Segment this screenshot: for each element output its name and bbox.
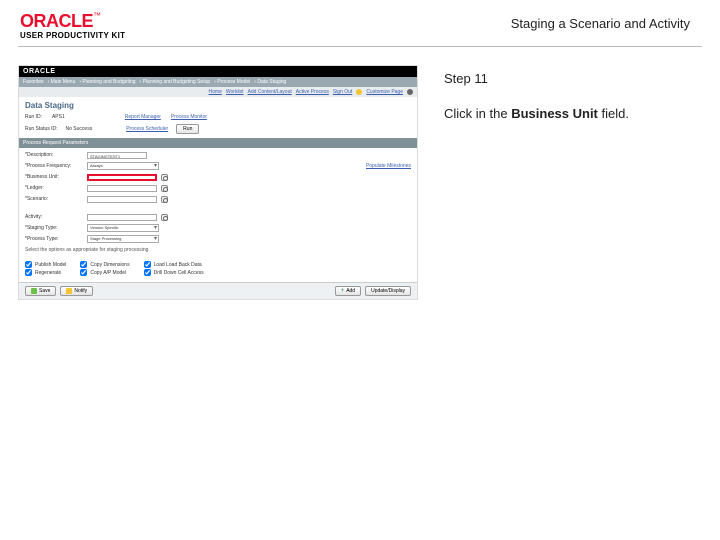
lookup-icon[interactable]	[161, 174, 168, 181]
save-button[interactable]: Save	[25, 286, 56, 296]
process-freq-label: *Process Frequency:	[25, 163, 83, 169]
run-row-2: Run Status ID: No Success Process Schedu…	[19, 122, 417, 138]
util-link[interactable]: Sign Out	[333, 89, 352, 95]
notify-button[interactable]: Notify	[60, 286, 93, 296]
copy-ap-model-checkbox[interactable]	[80, 269, 87, 276]
staging-type-select[interactable]: Version Specific	[87, 224, 159, 232]
menu-item[interactable]: Main Menu	[51, 79, 76, 85]
cb-label: Drill Down Cell Access	[154, 270, 204, 276]
menu-item[interactable]: Favorites	[23, 79, 44, 85]
notify-icon	[66, 288, 72, 294]
process-monitor-link[interactable]: Process Monitor	[171, 114, 207, 120]
add-button[interactable]: +Add	[335, 286, 361, 296]
page-title: Staging a Scenario and Activity	[511, 12, 700, 31]
save-icon	[31, 288, 37, 294]
instruction-panel: Step 11 Click in the Business Unit field…	[436, 65, 702, 127]
lookup-icon[interactable]	[161, 185, 168, 192]
runid-label: Run ID:	[25, 114, 42, 120]
run-row: Run ID: APS1 Report Manager Process Moni…	[19, 112, 417, 122]
runid-value: APS1	[52, 114, 65, 120]
runstatus-value: No Success	[66, 126, 93, 132]
regenerate-checkbox[interactable]	[25, 269, 32, 276]
report-manager-link[interactable]: Report Manager	[125, 114, 161, 120]
form-note: Select the options as appropriate for st…	[25, 247, 148, 253]
process-freq-select[interactable]: Always	[87, 162, 159, 170]
lookup-icon[interactable]	[161, 214, 168, 221]
plus-icon: +	[341, 288, 345, 294]
business-unit-field[interactable]	[87, 174, 157, 181]
menu-item[interactable]: Data Staging	[257, 79, 286, 85]
description-field[interactable]: STAGINGTEST1	[87, 152, 147, 159]
form-area: *Description: STAGINGTEST1 *Process Freq…	[19, 148, 417, 258]
logo-subtitle: USER PRODUCTIVITY KIT	[20, 32, 125, 40]
menu-item[interactable]: Planning and Budgeting Setup	[143, 79, 211, 85]
staging-type-label: *Staging Type:	[25, 225, 83, 231]
logo-text: ORACLE	[20, 11, 93, 31]
instruction-text: Click in the Business Unit field.	[444, 106, 694, 121]
cb-label: Load Load Back Data	[154, 262, 202, 268]
footer-bar: Save Notify +Add Update/Display	[19, 282, 417, 299]
description-label: *Description:	[25, 152, 83, 158]
help-icon[interactable]	[407, 89, 413, 95]
cb-label: Publish Model	[35, 262, 66, 268]
instruction-field-name: Business Unit	[511, 106, 598, 121]
update-display-button[interactable]: Update/Display	[365, 286, 411, 296]
populate-milestones-link[interactable]: Populate Milestones	[366, 163, 411, 169]
business-unit-label: *Business Unit:	[25, 174, 83, 180]
customize-icon[interactable]	[356, 89, 362, 95]
checkbox-section: Publish Model Regenerate Copy Dimensions…	[19, 258, 417, 282]
process-scheduler-link[interactable]: Process Scheduler	[126, 126, 168, 132]
util-link[interactable]: Add Content/Layout	[248, 89, 292, 95]
drill-down-checkbox[interactable]	[144, 269, 151, 276]
app-brand-bar: ORACLE	[19, 66, 417, 77]
menu-item[interactable]: Planning and Budgeting	[82, 79, 135, 85]
copy-dimensions-checkbox[interactable]	[80, 261, 87, 268]
run-button[interactable]: Run	[176, 124, 199, 134]
cb-label: Copy A/P Model	[90, 270, 126, 276]
runstatus-label: Run Status ID:	[25, 126, 58, 132]
app-utilbar: Home Worklist Add Content/Layout Active …	[19, 87, 417, 97]
activity-field[interactable]	[87, 214, 157, 221]
util-link[interactable]: Worklist	[226, 89, 244, 95]
embedded-screenshot: ORACLE Favorites› Main Menu› Planning an…	[18, 65, 418, 300]
step-label: Step 11	[444, 71, 694, 86]
publish-model-checkbox[interactable]	[25, 261, 32, 268]
lookup-icon[interactable]	[161, 196, 168, 203]
load-back-data-checkbox[interactable]	[144, 261, 151, 268]
ledger-label: *Ledger:	[25, 185, 83, 191]
process-type-select[interactable]: Stage Processing	[87, 235, 159, 243]
util-link[interactable]: Active Process	[296, 89, 329, 95]
ledger-field[interactable]	[87, 185, 157, 192]
cb-label: Regenerate	[35, 270, 61, 276]
menu-item[interactable]: Process Model	[217, 79, 250, 85]
app-menubar: Favorites› Main Menu› Planning and Budge…	[19, 77, 417, 87]
activity-label: Activity:	[25, 214, 83, 220]
customize-link[interactable]: Customize Page	[366, 89, 403, 95]
scenario-field[interactable]	[87, 196, 157, 203]
scenario-label: *Scenario:	[25, 196, 83, 202]
process-type-label: *Process Type:	[25, 236, 83, 242]
section-header: Process Request Parameters	[19, 138, 417, 148]
app-page-title: Data Staging	[19, 97, 417, 112]
cb-label: Copy Dimensions	[90, 262, 129, 268]
util-link[interactable]: Home	[209, 89, 222, 95]
oracle-logo: ORACLE™ USER PRODUCTIVITY KIT	[20, 12, 125, 40]
